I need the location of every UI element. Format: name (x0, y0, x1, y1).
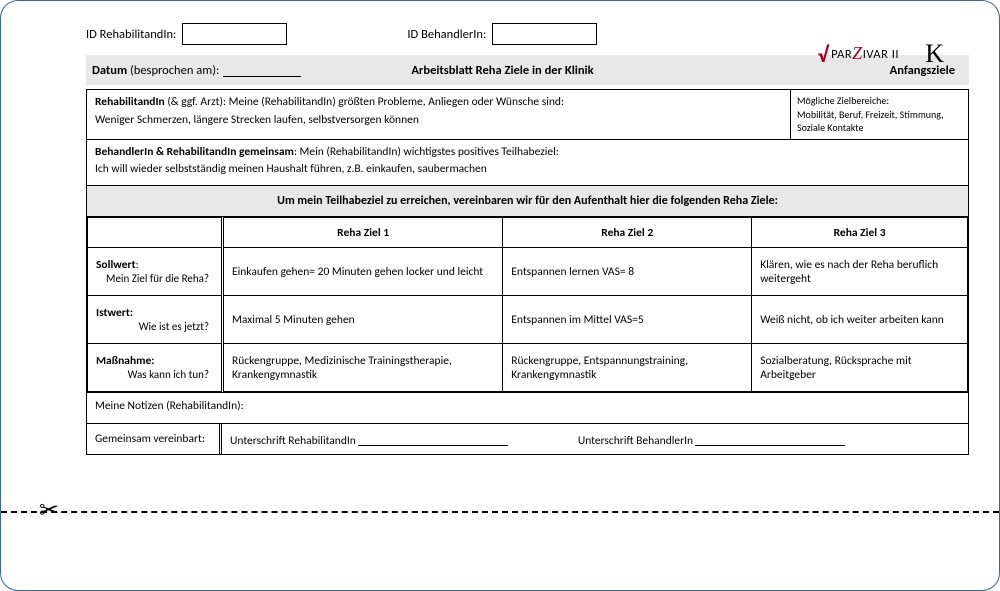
id-behandler-input[interactable] (492, 23, 597, 45)
row-sollwert-label: Sollwert:Mein Ziel für die Reha? (88, 248, 223, 296)
goals-table: Reha Ziel 1 Reha Ziel 2 Reha Ziel 3 Soll… (87, 217, 968, 392)
gemeinsam-label: Gemeinsam vereinbart: (87, 424, 222, 454)
header-ziel3: Reha Ziel 3 (752, 218, 968, 248)
anfangsziele-label: Anfangsziele (890, 63, 955, 78)
logo-parzivar: √ PARZIVAR II (818, 41, 899, 62)
problems-row: RehabilitandIn (& ggf. Arzt): Meine (Reh… (87, 90, 968, 140)
agreement-banner: Um mein Teilhabeziel zu erreichen, verei… (87, 186, 968, 217)
id-rehab-label: ID RehabilitandIn: (86, 27, 176, 42)
sig-rehab-line[interactable] (358, 434, 508, 446)
istwert-z1: Maximal 5 Minuten gehen (223, 296, 503, 344)
header-ziel2: Reha Ziel 2 (503, 218, 752, 248)
id-rehab-input[interactable] (182, 23, 287, 45)
scissors-icon: ✂ (39, 496, 59, 525)
header-empty (88, 218, 223, 248)
main-block: RehabilitandIn (& ggf. Arzt): Meine (Reh… (86, 89, 969, 455)
signature-row: Gemeinsam vereinbart: Unterschrift Rehab… (87, 423, 968, 454)
istwert-z2: Entspannen im Mittel VAS=5 (503, 296, 752, 344)
check-icon: √ (818, 48, 829, 62)
header-ziel1: Reha Ziel 1 (223, 218, 503, 248)
massnahme-z1: Rückengruppe, Medizinische Trainingsther… (223, 344, 503, 392)
datum-label: Datum (besprochen am): (92, 63, 219, 78)
row-massnahme-label: Maßnahme:Was kann ich tun? (88, 344, 223, 392)
sig-behandler-line[interactable] (695, 434, 845, 446)
problems-text: RehabilitandIn (& ggf. Arzt): Meine (Reh… (87, 90, 790, 139)
sheet-title: Arbeitsblatt Reha Ziele in der Klinik (411, 63, 593, 78)
notizen-row: Meine Notizen (RehabilitandIn): (87, 392, 968, 423)
id-behandler-label: ID BehandlerIn: (407, 27, 486, 42)
sollwert-z2: Entspannen lernen VAS= 8 (503, 248, 752, 296)
zielbereiche-box: Mögliche Zielbereiche: Mobilität, Beruf,… (790, 90, 968, 139)
istwert-z3: Weiß nicht, ob ich weiter arbeiten kann (752, 296, 968, 344)
teilhabeziel-row: BehandlerIn & RehabilitandIn gemeinsam: … (87, 140, 968, 187)
letter-k: K (925, 39, 944, 69)
massnahme-z2: Rückengruppe, Entspannungstraining, Kran… (503, 344, 752, 392)
row-istwert-label: Istwert:Wie ist es jetzt? (88, 296, 223, 344)
massnahme-z3: Sozialberatung, Rücksprache mit Arbeitge… (752, 344, 968, 392)
signature-area: Unterschrift RehabilitandIn Unterschrift… (222, 424, 968, 454)
sollwert-z3: Klären, wie es nach der Reha beruflich w… (752, 248, 968, 296)
sig-rehab-label: Unterschrift RehabilitandIn (230, 434, 356, 450)
sollwert-z1: Einkaufen gehen= 20 Minuten gehen locker… (223, 248, 503, 296)
page-frame: ID RehabilitandIn: ID BehandlerIn: √ PAR… (0, 0, 1000, 591)
sig-behandler-label: Unterschrift BehandlerIn (578, 434, 693, 450)
cut-line (1, 511, 999, 513)
content: ID RehabilitandIn: ID BehandlerIn: √ PAR… (86, 23, 969, 455)
datum-input-line[interactable] (223, 64, 301, 77)
